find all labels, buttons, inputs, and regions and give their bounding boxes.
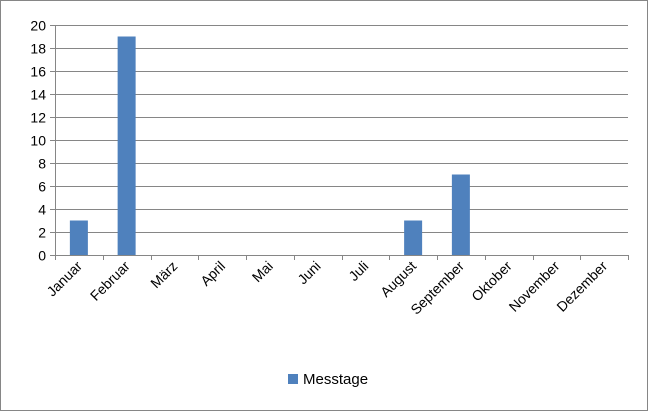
y-tick-label: 10: [30, 133, 46, 149]
y-tick-label: 2: [38, 225, 46, 241]
bar: [117, 36, 136, 255]
y-tick-label: 0: [38, 248, 46, 264]
legend-label: Messtage: [303, 371, 368, 388]
x-tick-label: Mai: [249, 258, 276, 285]
x-tick-label: August: [377, 258, 419, 300]
bar: [451, 174, 470, 255]
x-tick-label: Februar: [87, 258, 133, 304]
y-axis: 0 2 4 6 8 10 12 14 16 18 20: [30, 18, 56, 264]
y-tick-label: 16: [30, 64, 46, 80]
bar: [404, 220, 423, 255]
y-tick-label: 14: [30, 87, 46, 103]
y-tick-label: 6: [38, 179, 46, 195]
y-tick-label: 20: [30, 18, 46, 34]
x-tick-label: November: [506, 258, 563, 315]
x-tick-label: April: [197, 258, 228, 289]
y-tick-label: 8: [38, 156, 46, 172]
x-axis: Januar Februar März April Mai Juni Juli AugustS…: [43, 255, 629, 318]
x-tick-label: Juni: [294, 258, 323, 287]
legend-swatch: [288, 374, 298, 384]
y-tick-label: 4: [38, 202, 46, 218]
bars: [69, 36, 470, 255]
x-tick-label: März: [147, 258, 180, 291]
x-tick-label: Juli: [345, 258, 371, 284]
x-tick-label: Januar: [43, 258, 85, 300]
x-tick-label: Dezember: [553, 258, 610, 315]
bar: [69, 220, 88, 255]
y-tick-label: 12: [30, 110, 46, 126]
x-tick-label: Oktober: [468, 258, 515, 305]
gridlines: [55, 25, 628, 256]
legend: Messtage: [288, 371, 368, 388]
y-tick-label: 18: [30, 41, 46, 57]
